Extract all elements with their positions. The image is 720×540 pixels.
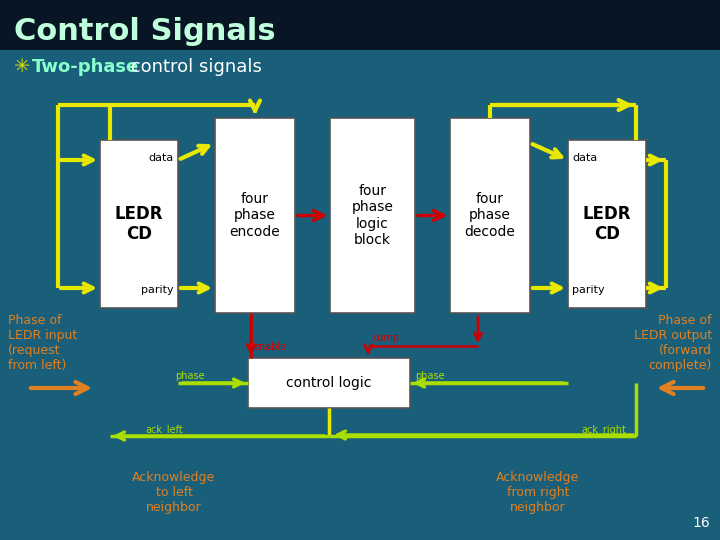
- Text: data: data: [572, 153, 598, 163]
- Text: four
phase
decode: four phase decode: [464, 192, 516, 239]
- Text: ✳: ✳: [14, 57, 30, 77]
- Text: LEDR
CD: LEDR CD: [114, 205, 163, 244]
- Text: Acknowledge
from right
neighbor: Acknowledge from right neighbor: [496, 471, 580, 514]
- Text: ack_left: ack_left: [145, 424, 183, 435]
- Text: control logic: control logic: [287, 376, 372, 390]
- Text: data: data: [149, 153, 174, 163]
- Text: Phase of
LEDR input
(request
from left): Phase of LEDR input (request from left): [8, 314, 77, 372]
- Bar: [248, 358, 410, 408]
- Text: parity: parity: [572, 285, 605, 295]
- Text: phase: phase: [175, 371, 204, 381]
- Bar: [100, 140, 178, 308]
- Text: Control Signals: Control Signals: [14, 17, 276, 46]
- Text: comp: comp: [372, 333, 400, 343]
- Text: 16: 16: [692, 516, 710, 530]
- Text: Two-phase: Two-phase: [32, 58, 139, 76]
- Text: phase: phase: [415, 371, 445, 381]
- Text: LEDR
CD: LEDR CD: [582, 205, 631, 244]
- Text: parity: parity: [141, 285, 174, 295]
- Bar: [330, 118, 415, 313]
- Text: ack_right: ack_right: [581, 424, 626, 435]
- Text: four
phase
encode: four phase encode: [230, 192, 280, 239]
- Text: enable: enable: [254, 342, 287, 352]
- Text: four
phase
logic
block: four phase logic block: [351, 184, 393, 247]
- Text: Acknowledge
to left
neighbor: Acknowledge to left neighbor: [132, 471, 215, 514]
- Bar: [0, 0, 720, 50]
- Bar: [450, 118, 530, 313]
- Text: control signals: control signals: [125, 58, 262, 76]
- Text: Phase of
LEDR output
(forward
complete): Phase of LEDR output (forward complete): [634, 314, 712, 372]
- Bar: [568, 140, 646, 308]
- Bar: [215, 118, 295, 313]
